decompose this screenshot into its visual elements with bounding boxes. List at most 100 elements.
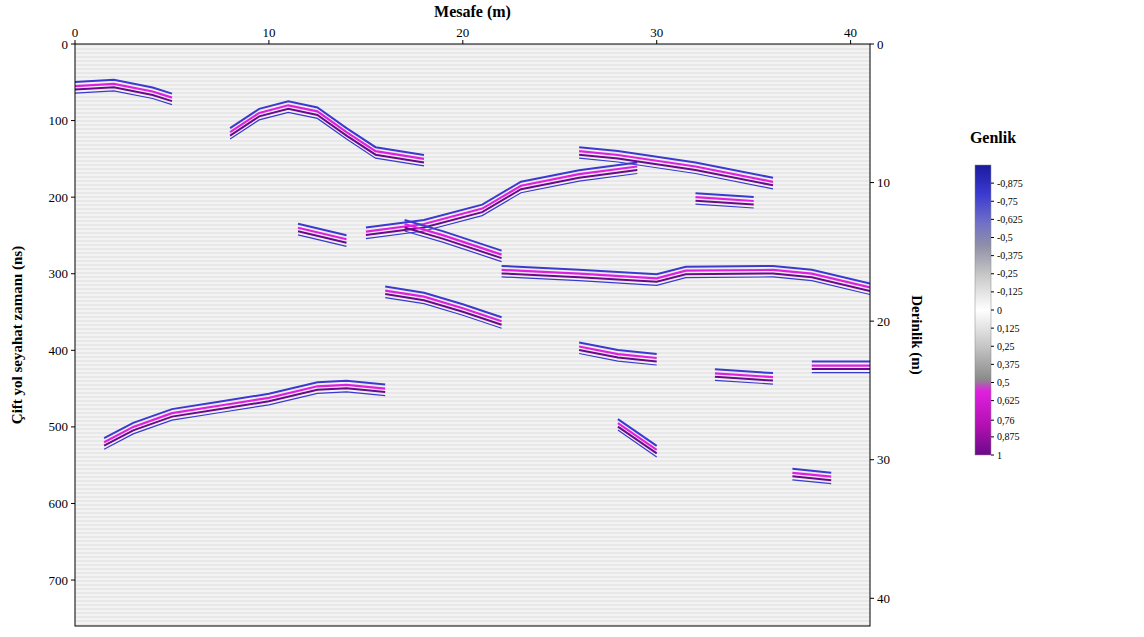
reflector-band [715,369,773,373]
reflector-band [812,372,870,373]
y-tick [71,580,75,581]
y-tick [71,273,75,274]
reflector [405,224,502,255]
colorbar-tick-label: 1 [997,450,1002,461]
colorbar-tick [991,201,994,202]
y2-tick [870,44,874,45]
y-tick [71,350,75,351]
reflector [230,105,424,159]
y-tick-label: 200 [49,190,69,205]
reflector [715,373,773,377]
reflector [579,151,773,182]
reflector-band [75,87,172,101]
colorbar-tick-label: 0 [997,305,1002,316]
x-tick [656,40,657,44]
reflector-band [715,380,773,384]
reflector-band [104,388,385,445]
colorbar-title: Genlik [970,129,1016,146]
colorbar-tick-label: 0,25 [997,341,1015,352]
y-tick-label: 100 [49,113,69,128]
colorbar-tick [991,291,994,292]
y2-axis-title: Derinlik (m) [908,295,925,375]
reflector [579,347,657,359]
y-axis-title: Çift yol seyahat zamanı (ns) [9,246,26,424]
reflector [104,385,385,442]
colorbar-tick-label: -0,875 [997,178,1023,189]
colorbar-tick-label: -0,375 [997,250,1023,261]
reflector-band [696,204,754,208]
reflector-band [230,112,424,166]
colorbar [975,165,991,455]
reflector-band [812,368,870,370]
colorbar-tick-label: 0,625 [997,395,1020,406]
y2-tick [870,182,874,183]
colorbar-tick [991,420,994,421]
x-axis-title: Mesafe (m) [434,3,511,21]
reflector-band [104,392,385,449]
colorbar-tick-label: 0,76 [997,415,1015,426]
plot-area [75,44,870,626]
x-tick [850,40,851,44]
y2-tick [870,459,874,460]
y-tick [71,197,75,198]
plot-frame [75,44,870,626]
x-tick [462,40,463,44]
colorbar-tick [991,328,994,329]
colorbar-tick-label: -0,75 [997,196,1018,207]
reflector [502,270,870,288]
reflector-band [579,354,657,366]
y-tick-label: 500 [49,419,69,434]
y2-tick-label: 10 [877,175,890,190]
reflector-band [792,469,831,473]
reflector-band [618,430,657,457]
reflector-band [502,273,870,291]
y2-tick-label: 30 [877,452,890,467]
reflector [812,365,870,367]
colorbar-tick [991,400,994,401]
colorbar-tick-label: -0,125 [997,286,1023,297]
reflector-band [812,361,870,363]
reflector-band [792,480,831,484]
reflector-band [618,419,657,446]
colorbar-tick-label: -0,5 [997,232,1013,243]
reflector [298,228,347,240]
x-tick-label: 40 [844,25,857,40]
colorbar-tick [991,436,994,437]
colorbar-tick [991,219,994,220]
colorbar-tick [991,183,994,184]
x-tick [268,40,269,44]
reflector-band [230,101,424,155]
x-tick-label: 10 [262,25,275,40]
colorbar-tick [991,237,994,238]
reflector-band [405,228,502,259]
x-tick-label: 0 [72,25,79,40]
y-tick-label: 600 [49,496,69,511]
y-tick [71,503,75,504]
colorbar-tick-label: -0,625 [997,214,1023,225]
reflector-band [618,427,657,454]
y-tick [71,120,75,121]
reflector [618,423,657,450]
colorbar-tick-label: 0,875 [997,431,1020,442]
y-tick [71,426,75,427]
colorbar-tick-label: 0,125 [997,323,1020,334]
colorbar-tick [991,346,994,347]
y-tick-label: 700 [49,573,69,588]
colorbar-tick [991,382,994,383]
x-tick-label: 20 [456,25,469,40]
x-tick [75,40,76,44]
y-tick-label: 400 [49,343,69,358]
y2-tick-label: 0 [877,37,884,52]
colorbar-tick [991,255,994,256]
reflector [385,291,501,322]
colorbar-tick [991,364,994,365]
reflector-band [696,193,754,197]
y-tick [71,44,75,45]
x-tick-label: 30 [650,25,663,40]
reflector-band [405,231,502,262]
colorbar-tick [991,455,994,456]
reflector-band [579,155,773,186]
y2-tick-label: 40 [877,591,890,606]
chart: 010203040Mesafe (m)010020030040050060070… [0,0,1144,637]
colorbar-tick [991,310,994,311]
